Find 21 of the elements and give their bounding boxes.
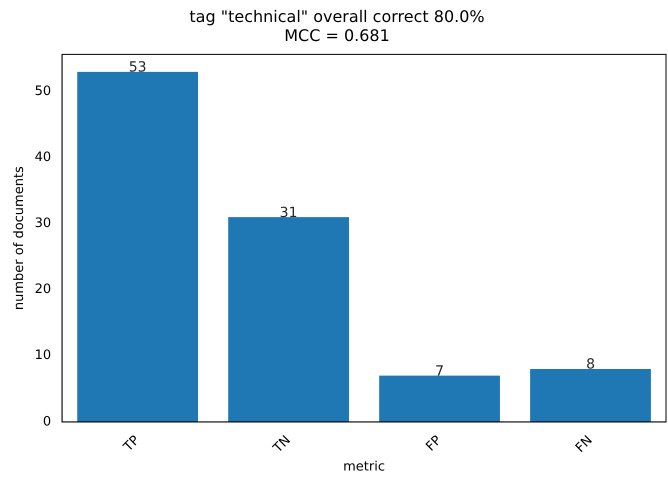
data-label: 8 <box>586 356 595 373</box>
chart-title: tag "technical" overall correct 80.0% MCC = 0.681 <box>189 6 485 45</box>
y-tick-label: 50 <box>34 84 52 100</box>
y-axis-title: number of documents <box>12 166 28 310</box>
data-label: 53 <box>128 60 147 76</box>
data-label: 7 <box>435 363 444 380</box>
bar <box>530 369 651 422</box>
data-label: 31 <box>280 204 298 221</box>
bar <box>379 376 500 422</box>
x-tick-label: TP <box>120 432 143 456</box>
bar <box>77 72 198 422</box>
y-tick-label: 10 <box>34 348 52 364</box>
x-tick-label: TN <box>270 433 294 457</box>
y-tick-label: 20 <box>34 282 52 298</box>
y-tick-label: 40 <box>34 150 52 166</box>
x-axis-title: metric <box>343 460 386 475</box>
x-tick-label: FN <box>572 433 596 456</box>
x-tick-label: FP <box>423 432 445 454</box>
y-tick-label: 0 <box>42 414 52 430</box>
y-tick-label: 30 <box>34 216 52 232</box>
bar <box>228 217 349 422</box>
